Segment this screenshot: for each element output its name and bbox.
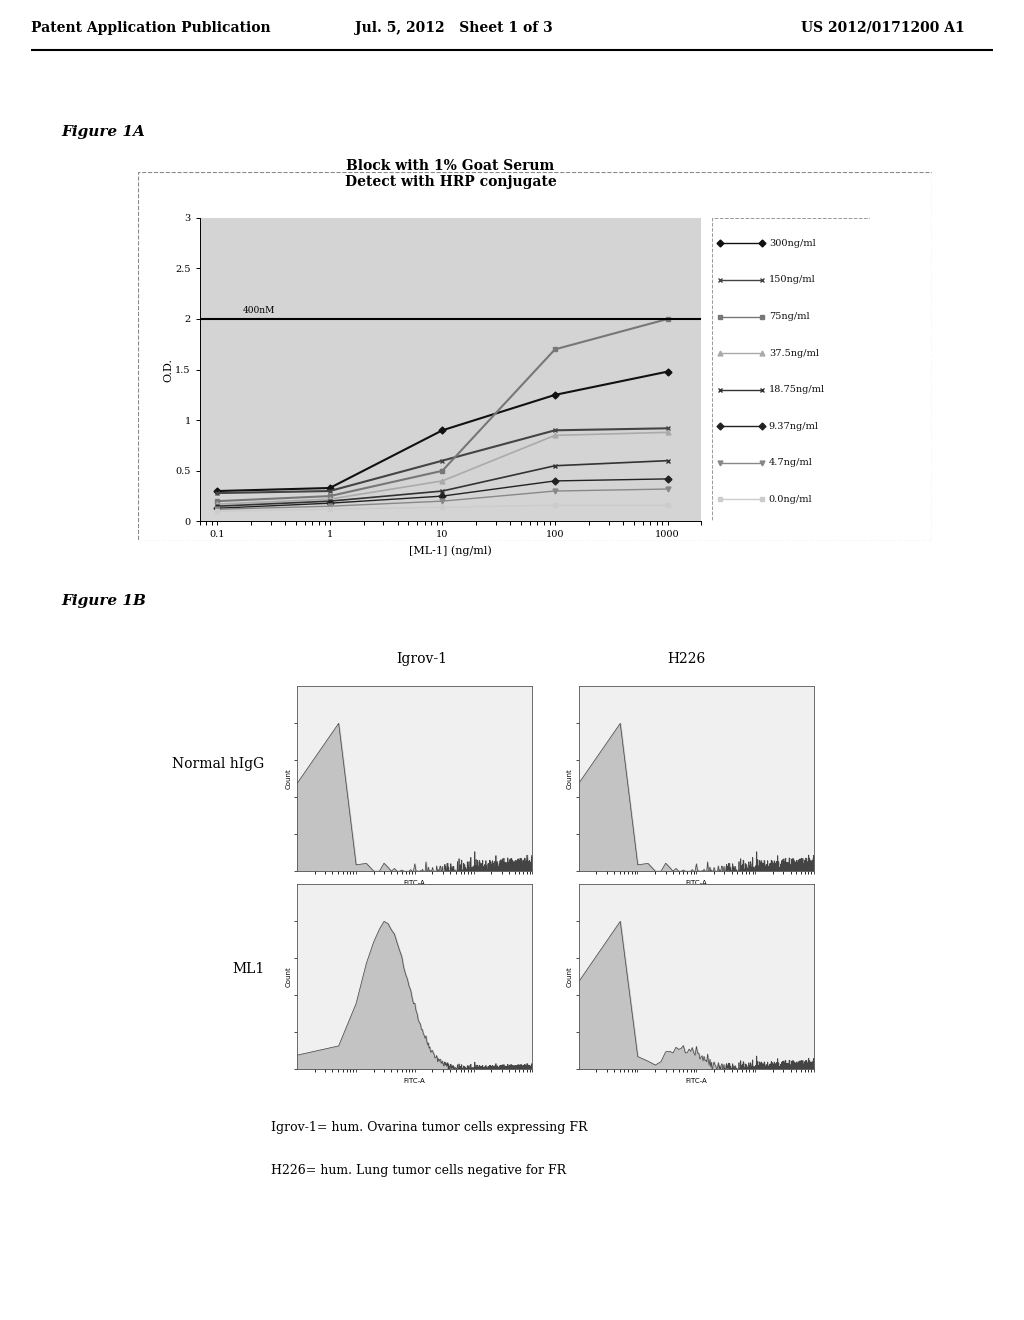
Text: US 2012/0171200 A1: US 2012/0171200 A1 (801, 21, 965, 34)
Text: Block with 1% Goat Serum
Detect with HRP conjugate: Block with 1% Goat Serum Detect with HRP… (345, 160, 556, 189)
Text: Igrov-1= hum. Ovarina tumor cells expressing FR: Igrov-1= hum. Ovarina tumor cells expres… (271, 1122, 588, 1134)
Text: Figure 1B: Figure 1B (61, 594, 146, 607)
Text: Igrov-1: Igrov-1 (396, 652, 447, 665)
Y-axis label: Count: Count (286, 966, 292, 987)
Text: H226: H226 (667, 652, 706, 665)
Text: ML1: ML1 (232, 962, 264, 977)
Text: Normal hIgG: Normal hIgG (172, 758, 264, 771)
Text: 75ng/ml: 75ng/ml (769, 312, 809, 321)
X-axis label: [ML-1] (ng/ml): [ML-1] (ng/ml) (410, 545, 492, 556)
Text: 150ng/ml: 150ng/ml (769, 276, 815, 285)
Text: 18.75ng/ml: 18.75ng/ml (769, 385, 825, 395)
Text: H226= hum. Lung tumor cells negative for FR: H226= hum. Lung tumor cells negative for… (271, 1164, 566, 1177)
Text: 37.5ng/ml: 37.5ng/ml (769, 348, 819, 358)
Text: 300ng/ml: 300ng/ml (769, 239, 815, 248)
Y-axis label: O.D.: O.D. (164, 358, 174, 381)
Y-axis label: Count: Count (286, 768, 292, 789)
Y-axis label: Count: Count (567, 966, 573, 987)
Y-axis label: Count: Count (567, 768, 573, 789)
Text: 9.37ng/ml: 9.37ng/ml (769, 422, 819, 430)
X-axis label: FITC-A: FITC-A (685, 1078, 708, 1084)
Text: 400nM: 400nM (243, 306, 274, 315)
Text: 0.0ng/ml: 0.0ng/ml (769, 495, 812, 504)
Text: Figure 1A: Figure 1A (61, 125, 145, 139)
Text: Patent Application Publication: Patent Application Publication (31, 21, 270, 34)
Text: 4.7ng/ml: 4.7ng/ml (769, 458, 813, 467)
X-axis label: FITC-A: FITC-A (403, 880, 426, 886)
Text: Jul. 5, 2012   Sheet 1 of 3: Jul. 5, 2012 Sheet 1 of 3 (355, 21, 553, 34)
X-axis label: FITC-A: FITC-A (403, 1078, 426, 1084)
X-axis label: FITC-A: FITC-A (685, 880, 708, 886)
